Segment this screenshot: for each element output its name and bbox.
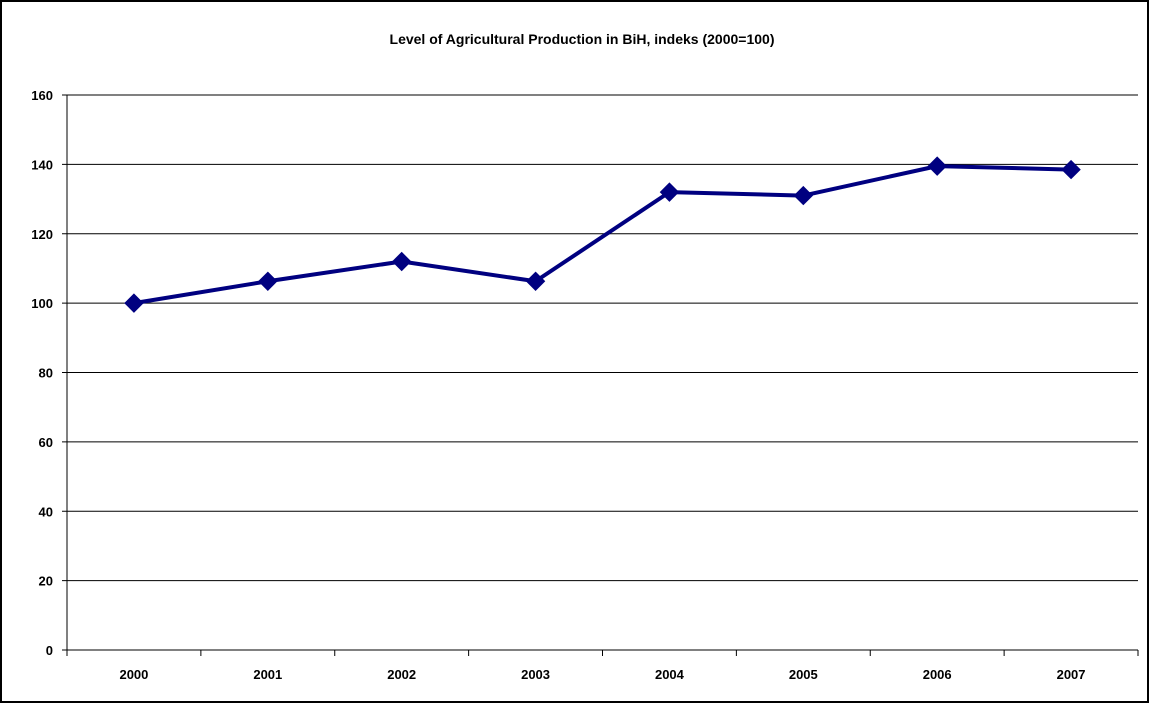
y-tick-label: 80	[39, 366, 53, 381]
data-point-marker	[124, 293, 144, 313]
y-tick-label: 20	[39, 574, 53, 589]
x-tick-label: 2003	[521, 667, 550, 682]
series-line	[133, 164, 1072, 306]
y-tick-label: 40	[39, 504, 53, 519]
data-point-marker	[258, 271, 278, 291]
y-tick-label: 100	[31, 296, 53, 311]
y-tick-label: 160	[31, 88, 53, 103]
x-tick-labels: 2000 2001 2002 2003 2004 2005 2006 2007	[119, 667, 1085, 682]
data-point-marker	[391, 251, 412, 272]
data-point-marker	[659, 182, 680, 202]
x-tick-label: 2007	[1057, 667, 1086, 682]
y-tick-label: 140	[31, 157, 53, 172]
gridlines	[67, 94, 1138, 582]
x-tick-label: 2002	[387, 667, 416, 682]
x-tick-label: 2004	[655, 667, 685, 682]
series-group	[124, 156, 1081, 313]
y-tick-labels: 0 20 40 60 80 100 120 140 160	[31, 88, 53, 658]
chart-title: Level of Agricultural Production in BiH,…	[390, 31, 775, 47]
y-tick-label: 120	[31, 227, 53, 242]
data-point-marker	[793, 185, 814, 206]
x-tick-label: 2001	[253, 667, 282, 682]
data-point-marker	[525, 271, 546, 291]
x-tick-label: 2006	[923, 667, 952, 682]
x-tick-label: 2000	[119, 667, 148, 682]
y-tick-label: 60	[39, 435, 53, 450]
data-point-marker	[1061, 159, 1081, 180]
x-tick-label: 2005	[789, 667, 818, 682]
data-point-marker	[927, 156, 947, 176]
y-tick-label: 0	[46, 643, 53, 658]
axes	[62, 94, 1139, 656]
